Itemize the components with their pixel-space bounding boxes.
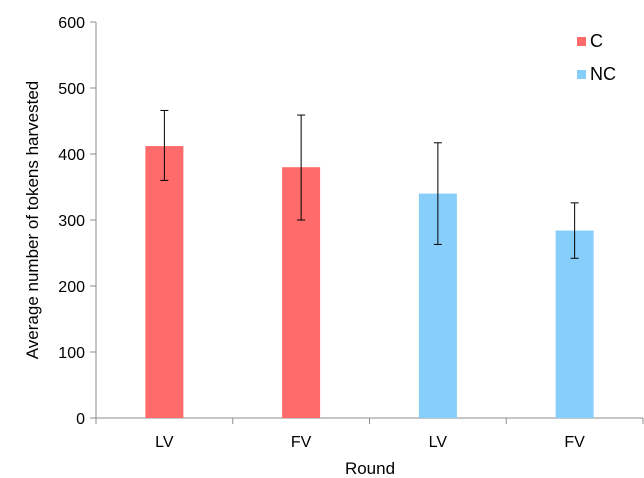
- y-tick-label: 600: [58, 15, 85, 32]
- y-tick-label: 200: [58, 279, 85, 296]
- legend-swatch: [577, 37, 586, 46]
- y-axis-title: Average number of tokens harvested: [23, 81, 42, 359]
- legend-swatch: [577, 70, 586, 79]
- bars: [145, 109, 594, 418]
- y-tick-label: 400: [58, 147, 85, 164]
- x-tick-label: LV: [155, 434, 174, 451]
- legend: C NC: [577, 31, 616, 84]
- y-tick-label: 300: [58, 213, 85, 230]
- axes: [90, 21, 644, 424]
- x-tick-label: FV: [564, 434, 585, 451]
- y-tick-label: 100: [58, 345, 85, 362]
- x-tick-label: FV: [291, 434, 312, 451]
- x-tick-label: LV: [429, 434, 448, 451]
- bar: [145, 146, 184, 418]
- x-axis-title: Round: [345, 459, 395, 478]
- bar: [555, 230, 594, 418]
- legend-label: C: [590, 31, 603, 51]
- labels: 0 100 200 300 400 500 600 LV FV LV FV: [58, 15, 585, 451]
- y-tick-label: 0: [76, 411, 85, 428]
- y-tick-label: 500: [58, 81, 85, 98]
- legend-label: NC: [590, 64, 616, 84]
